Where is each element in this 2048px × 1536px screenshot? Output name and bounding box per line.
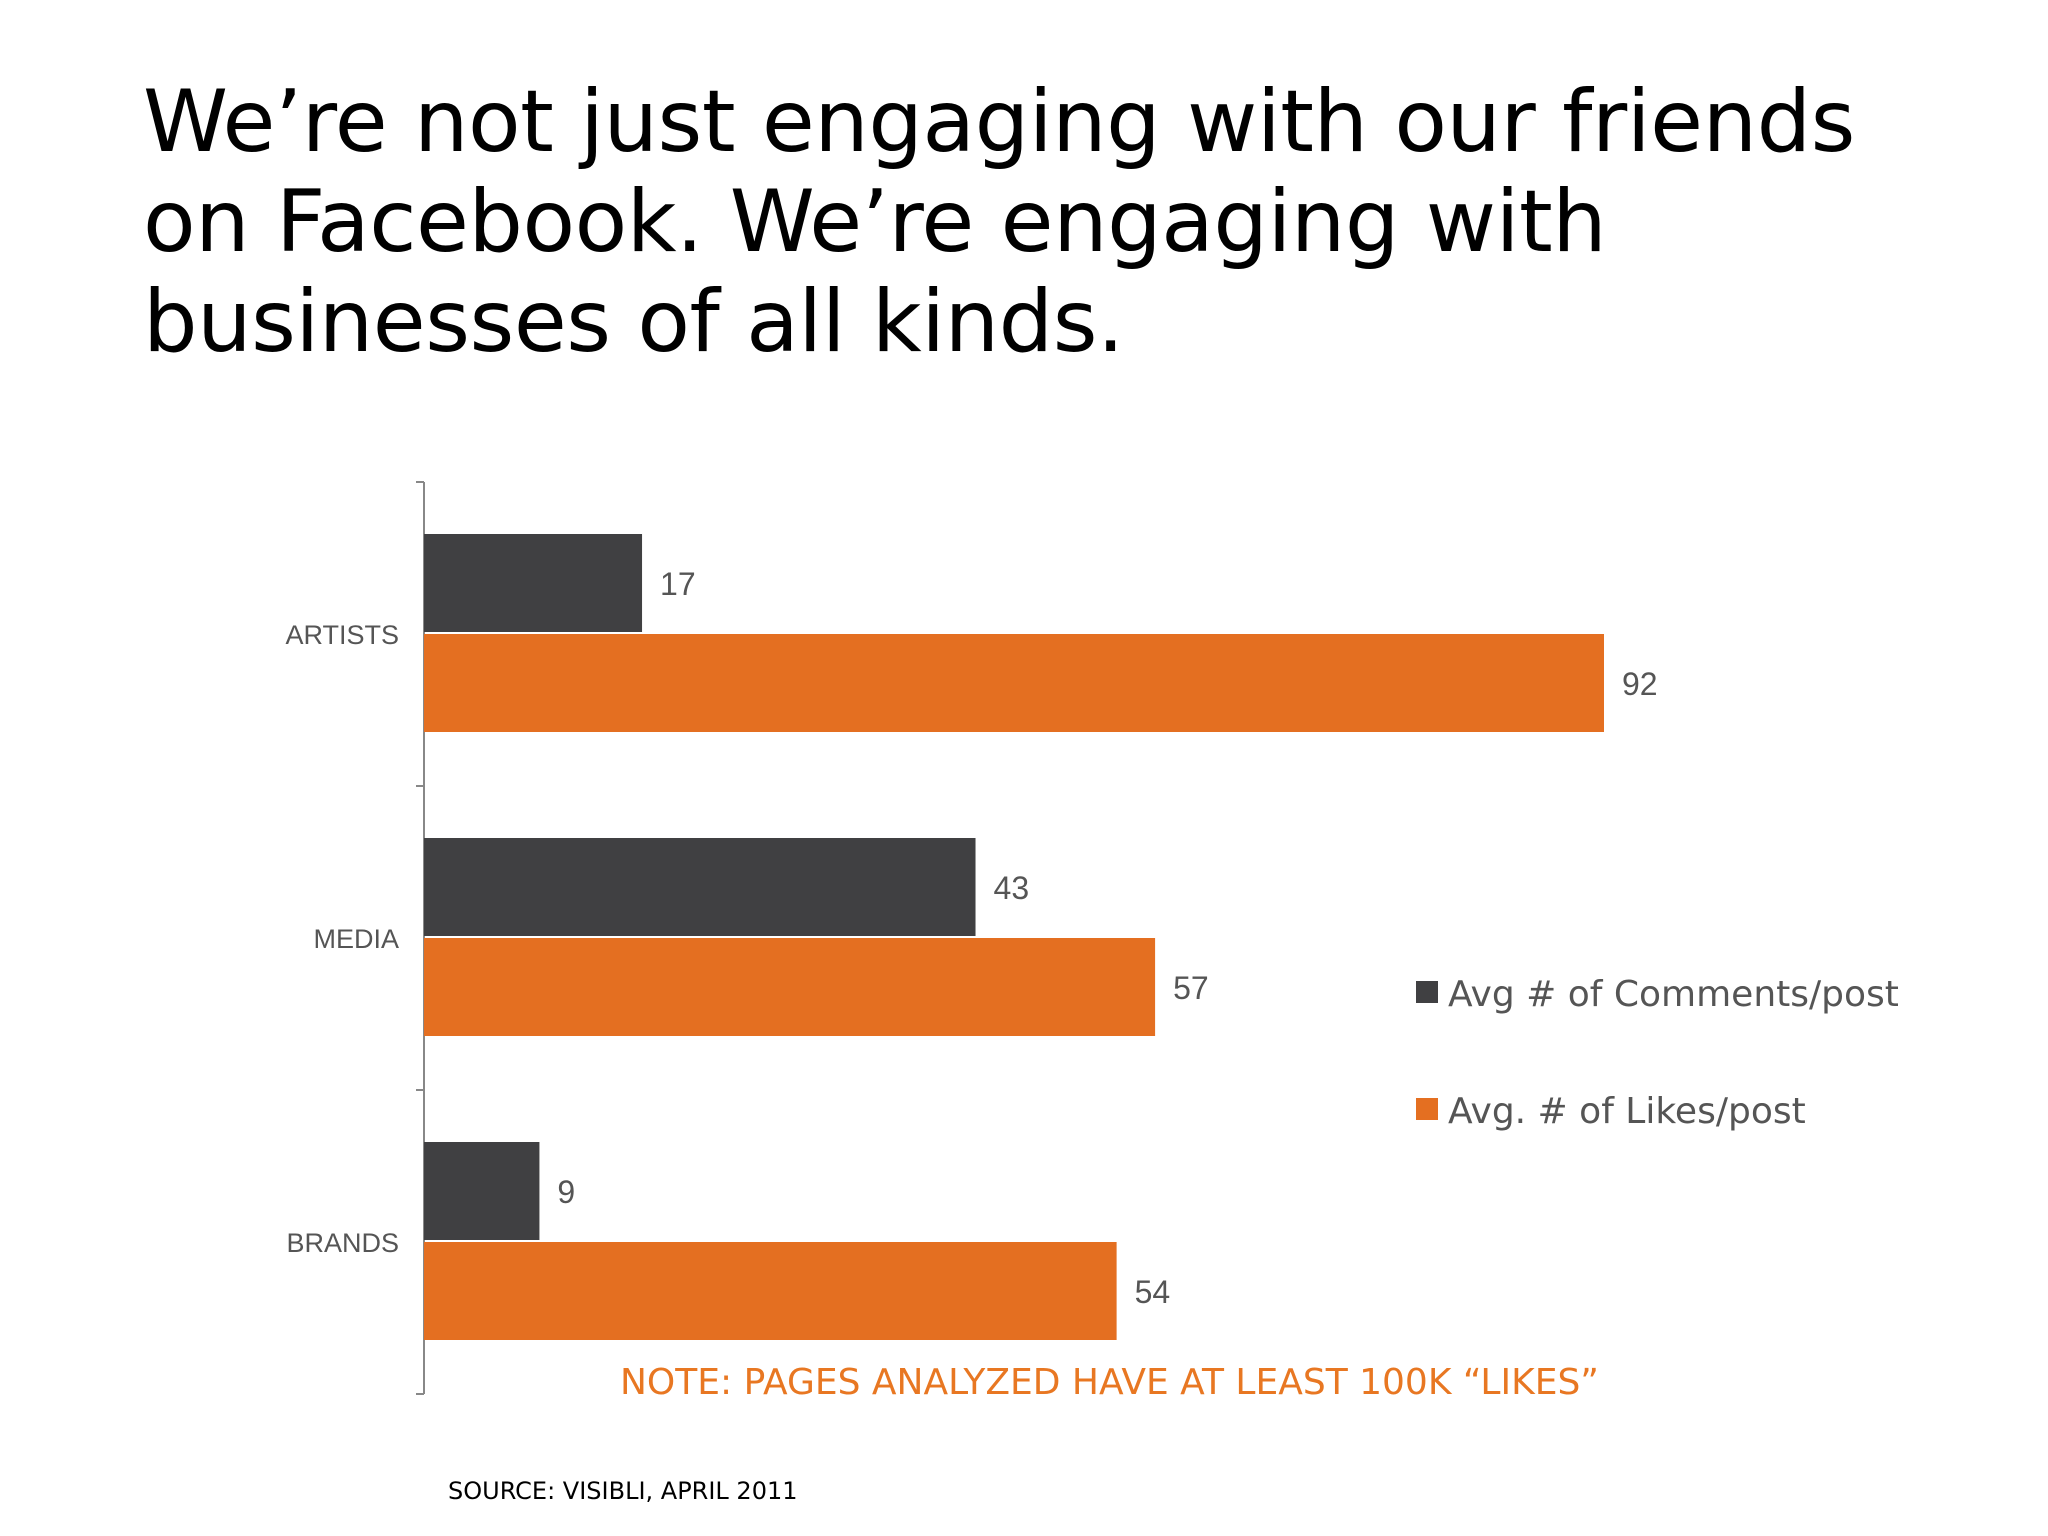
bar-comments-brands bbox=[424, 1142, 540, 1240]
category-label-media: MEDIA bbox=[313, 924, 399, 954]
legend-label-comments: Avg # of Comments/post bbox=[1448, 974, 1899, 1015]
data-label-comments-brands: 9 bbox=[557, 1174, 575, 1210]
legend-swatch-likes bbox=[1416, 1098, 1438, 1120]
legend-label-likes: Avg. # of Likes/post bbox=[1448, 1091, 1806, 1132]
category-label-artists: ARTISTS bbox=[285, 620, 399, 650]
bar-comments-media bbox=[424, 838, 976, 936]
data-label-likes-media: 57 bbox=[1173, 970, 1209, 1006]
chart-note: NOTE: PAGES ANALYZED HAVE AT LEAST 100K … bbox=[620, 1362, 1599, 1403]
bar-likes-artists bbox=[424, 634, 1604, 732]
bar-likes-brands bbox=[424, 1242, 1117, 1340]
slide-title: We’re not just engaging with our friends… bbox=[143, 72, 1943, 372]
title-line-1: We’re not just engaging with our friends bbox=[143, 72, 1855, 172]
category-label-brands: BRANDS bbox=[286, 1228, 399, 1258]
data-label-likes-artists: 92 bbox=[1622, 666, 1658, 702]
title-line-3: businesses of all kinds. bbox=[143, 272, 1124, 372]
legend-swatch-comments bbox=[1416, 981, 1438, 1003]
bar-comments-artists bbox=[424, 534, 643, 632]
data-label-comments-artists: 17 bbox=[660, 566, 696, 602]
data-label-likes-brands: 54 bbox=[1135, 1274, 1171, 1310]
data-label-comments-media: 43 bbox=[994, 870, 1030, 906]
bar-likes-media bbox=[424, 938, 1156, 1036]
source-citation: SOURCE: VISIBLI, APRIL 2011 bbox=[448, 1477, 798, 1505]
title-line-2: on Facebook. We’re engaging with bbox=[143, 172, 1607, 272]
